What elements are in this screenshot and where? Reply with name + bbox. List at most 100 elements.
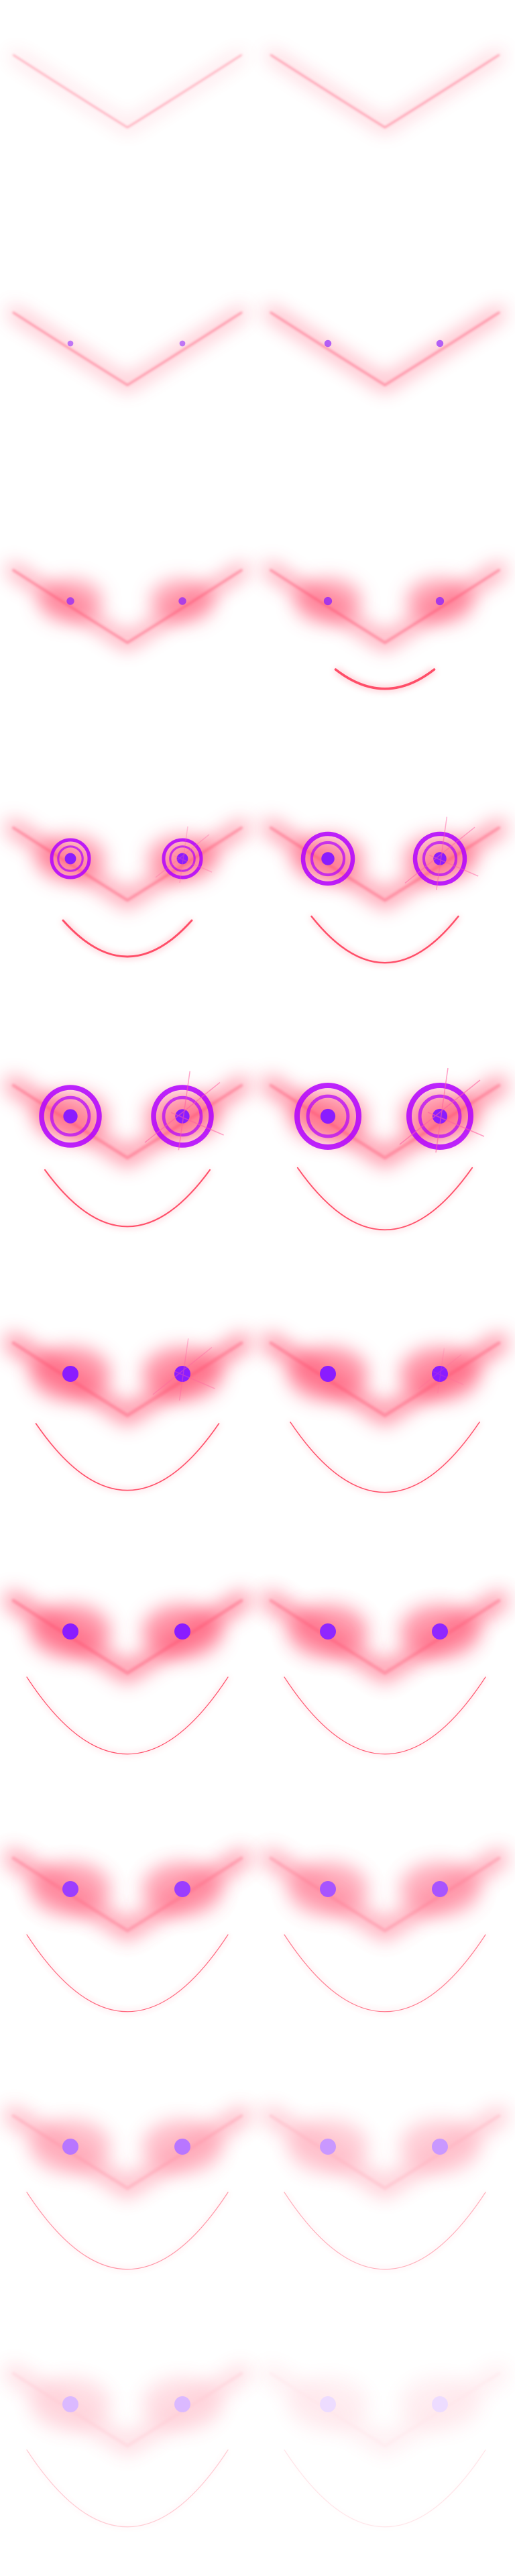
frame-19 (3, 2363, 251, 2528)
smile-glow (25, 1934, 229, 2013)
eye-ring-inner (306, 1094, 350, 1138)
eye-dot (179, 340, 186, 347)
eye-glow (142, 2377, 223, 2431)
frame-17 (3, 2106, 251, 2271)
eye-dot (320, 2396, 336, 2412)
frames-layer (3, 50, 509, 2528)
eye-glow (400, 2377, 480, 2431)
smile-line (334, 668, 436, 690)
eye-dot (176, 853, 188, 865)
eye-dot (175, 1109, 190, 1124)
eye-dot (174, 2396, 190, 2412)
eye-ring-inner (169, 845, 196, 872)
frame-10 (262, 1067, 508, 1232)
eye-ring-inner (418, 1094, 462, 1138)
eye-dot (63, 1109, 78, 1124)
frame-15 (3, 1848, 251, 2013)
frame-1 (10, 52, 245, 131)
eye-dot (320, 1623, 336, 1640)
frame-12 (261, 1333, 509, 1494)
eye-ring-outer (294, 1083, 361, 1150)
frame-14 (261, 1591, 509, 1756)
eye-dot (62, 1366, 78, 1382)
frame-6 (263, 562, 507, 692)
eye-ring-inner (310, 841, 346, 877)
eye-dot (174, 1881, 190, 1897)
eye-dot (174, 1366, 190, 1382)
frame-9 (4, 1071, 251, 1228)
eye-dot (174, 1623, 190, 1640)
smile-line (62, 919, 193, 958)
smile-line (284, 1676, 486, 1755)
eye-ring-outer (300, 831, 355, 886)
sparkle-rays (144, 1071, 224, 1150)
eye-dot (62, 2396, 78, 2412)
eye-glow (400, 2120, 480, 2174)
brow-line (270, 311, 500, 387)
eye-dot (62, 2139, 78, 2155)
eye-dot (432, 2139, 448, 2155)
eye-dot (64, 853, 76, 865)
smile-glow (283, 1934, 487, 2013)
frame-13 (3, 1591, 251, 1756)
eye-dot (432, 2396, 448, 2412)
eye-glow (288, 2120, 368, 2174)
eye-dot (323, 596, 333, 606)
smile-glow (284, 2450, 485, 2527)
smile-line (310, 915, 459, 964)
frame-5 (6, 563, 249, 651)
brow-line (12, 311, 243, 386)
eye-ring-outer (162, 838, 203, 879)
brow-line (13, 54, 242, 129)
eye-ring-outer (412, 831, 467, 886)
eye-ring-outer (50, 838, 91, 879)
eye-dot (178, 597, 186, 605)
eye-dot (66, 597, 74, 605)
smile-line (26, 2192, 229, 2270)
smile-line (26, 1934, 229, 2012)
eye-ring-inner (57, 845, 84, 872)
smile-glow (25, 2192, 229, 2271)
frame-4 (264, 306, 506, 392)
frame-20 (261, 2363, 509, 2528)
eye-ring-inner (162, 1095, 203, 1137)
eye-ring-outer (151, 1085, 214, 1148)
eye-ring-inner (422, 841, 458, 877)
eye-dot (174, 2139, 190, 2155)
smile-line (26, 2449, 229, 2528)
smile-line (284, 2449, 486, 2528)
sparkle-rays (399, 1067, 485, 1153)
brow-glow (266, 50, 504, 133)
frame-2 (266, 50, 504, 133)
smile-glow (283, 1676, 487, 1756)
eye-dot (321, 852, 335, 865)
frame-3 (8, 307, 247, 392)
smile-line (290, 1421, 480, 1493)
eye-dot (432, 1623, 448, 1640)
smile-glow (283, 2192, 487, 2271)
brow-line (270, 54, 500, 129)
eye-dot (320, 1881, 336, 1897)
eye-dot (435, 596, 445, 606)
eye-dot (432, 1108, 448, 1124)
eye-dot (433, 852, 447, 865)
frame-11 (3, 1333, 251, 1492)
eye-ring-inner (50, 1095, 91, 1137)
smile-line (284, 1934, 486, 2012)
smile-line (26, 1676, 229, 1755)
eye-dot (320, 1108, 336, 1124)
smile-glow (25, 2449, 229, 2528)
eye-ring-outer (406, 1083, 473, 1150)
smile-line (296, 1167, 473, 1231)
smile-line (284, 2192, 486, 2270)
smile-line (35, 1423, 220, 1491)
frame-18 (261, 2106, 509, 2271)
sparkle-rays (404, 816, 479, 890)
brow-glow (264, 306, 506, 392)
eye-dot (320, 1366, 336, 1382)
eye-glow (30, 2377, 111, 2431)
eye-glow (288, 2377, 368, 2431)
eye-dot (67, 340, 74, 347)
eye-dot (62, 1623, 78, 1640)
